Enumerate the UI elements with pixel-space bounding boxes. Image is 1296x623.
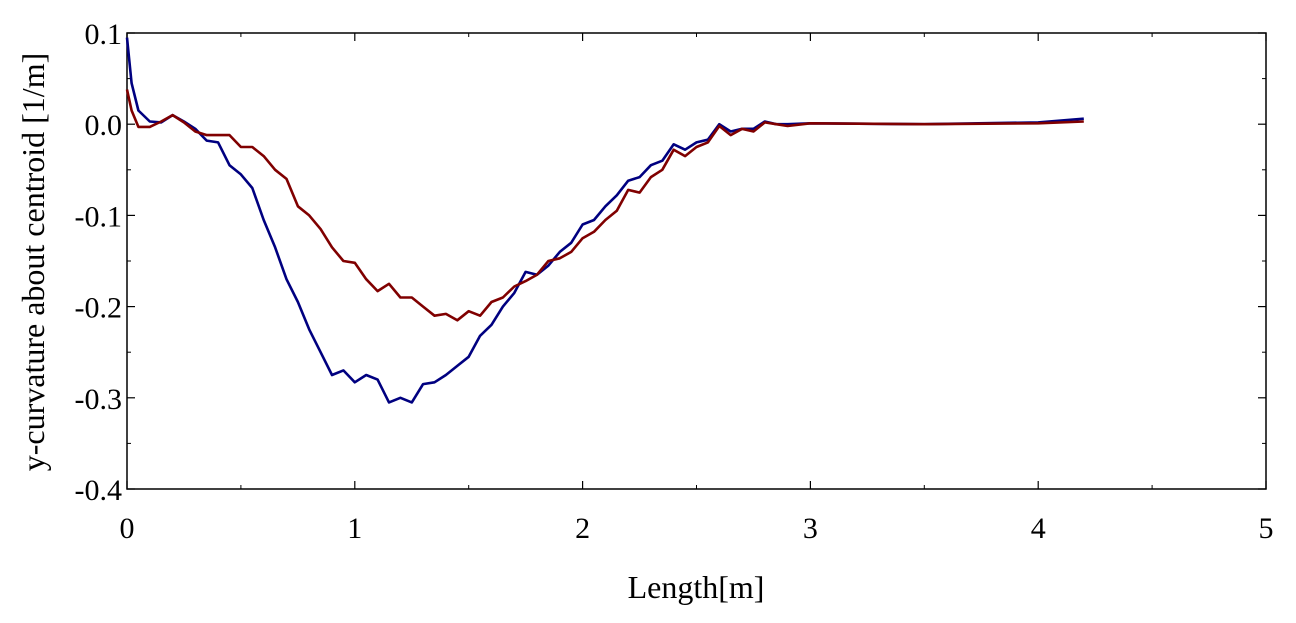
series-lines [125,37,1084,404]
y-tick-label: -0.2 [75,292,123,325]
x-tick-label: 5 [1259,512,1274,545]
series-line-red [125,89,1084,322]
plot-area-frame [126,32,1267,490]
y-tick-label: 0.1 [85,18,123,51]
x-tick-label: 3 [803,512,818,545]
y-tick-label: -0.1 [75,200,123,233]
y-tick-labels: -0.4 -0.3 -0.2 -0.1 0.0 0.1 [75,18,123,507]
y-tick-label: -0.3 [75,383,123,416]
x-tick-label: 0 [120,512,135,545]
x-tick-labels: 0 1 2 3 4 5 [120,512,1274,545]
x-tick-label: 1 [347,512,362,545]
y-tick-label: 0.0 [85,109,123,142]
x-axis-title: Length[m] [628,569,765,605]
y-tick-label: -0.4 [75,474,123,507]
x-tick-label: 2 [575,512,590,545]
y-axis-title: y-curvature about centroid [1/m] [15,53,51,472]
axis-ticks [126,32,1267,490]
x-tick-label: 4 [1031,512,1046,545]
